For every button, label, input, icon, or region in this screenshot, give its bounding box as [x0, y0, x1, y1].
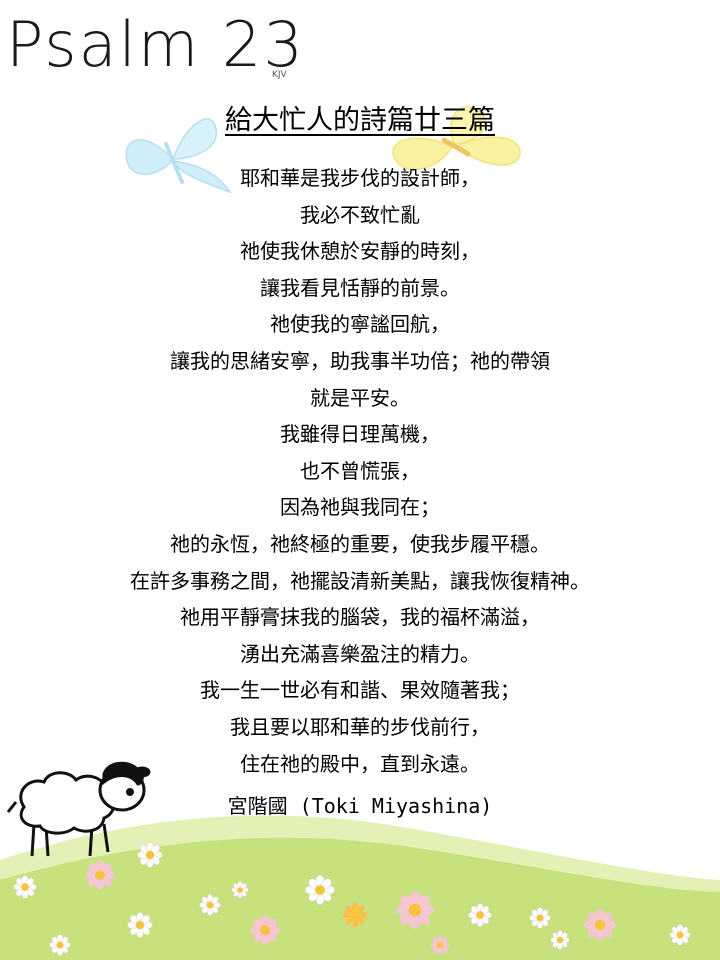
flower-icon: [669, 924, 691, 946]
poem-line: 也不曾慌張，: [300, 458, 420, 483]
yellow-butterfly-icon: [392, 106, 521, 171]
poem-body: 耶和華是我步伐的設計師， 我必不致忙亂祂使我休憩於安靜的時刻， 讓我看見恬靜的前景。…: [0, 160, 720, 782]
poem-line: 讓我的思緒安寧，助我事半功倍；祂的帶領: [170, 348, 550, 373]
flower-icon: [430, 935, 450, 955]
header-title: Psalm 23: [6, 8, 305, 81]
flower-icon: [305, 875, 335, 905]
flower-icon: [250, 915, 280, 945]
flower-icon: [550, 930, 570, 950]
flower-icon: [584, 909, 616, 941]
poem-line: 住在祂的殿中，直到永遠。: [240, 751, 480, 776]
flower-icon: [127, 912, 153, 938]
flower-icon: [529, 907, 551, 929]
poem-line: 我一生一世必有和諧、果效隨著我；: [200, 678, 520, 703]
flower-icon: [395, 890, 435, 930]
flower-icon: [85, 860, 115, 890]
flower-icon: [13, 875, 37, 899]
poem-line: 就是平安。: [310, 385, 410, 410]
flower-icon: [137, 842, 163, 868]
blue-butterfly-icon: [125, 118, 232, 194]
poem-line: 讓我看見恬靜的前景。: [260, 275, 460, 300]
poem-line: 湧出充滿喜樂盈注的精力。: [240, 641, 480, 666]
poem-line: 耶和華是我步伐的設計師，: [240, 166, 480, 190]
poem-line: 祂用平靜膏抹我的腦袋，我的福杯滿溢，: [180, 605, 540, 630]
flower-icon: [49, 934, 71, 956]
flower-icon: [199, 894, 221, 916]
poem-line: 祂的永恆，祂終極的重要，使我步履平穩。: [170, 531, 550, 556]
flower-icon: [231, 881, 249, 899]
flower-icon: [468, 903, 492, 927]
poem-line: 祂使我的寧謐回航，: [270, 312, 450, 337]
poem-line: 我雖得日理萬機，: [280, 422, 440, 447]
poem-line: 我且要以耶和華的步伐前行，: [230, 714, 490, 739]
poem-author: 宮階國 (Toki Miyashina): [227, 794, 493, 818]
sheep-icon: [6, 761, 151, 857]
flower-icon: [342, 902, 368, 928]
poem-line: 因為祂與我同在；: [280, 495, 440, 520]
poem-title: 給大忙人的詩篇廿三篇: [225, 105, 495, 136]
poem-line: 在許多事務之間，祂擺設清新美點，讓我恢復精神。: [130, 568, 590, 593]
flower-hill: [0, 815, 720, 960]
header-subtitle: KJV: [272, 70, 287, 80]
poem-line: 我必不致忙亂: [300, 202, 420, 227]
poem-line: 祂使我休憩於安靜的時刻，: [240, 239, 480, 264]
